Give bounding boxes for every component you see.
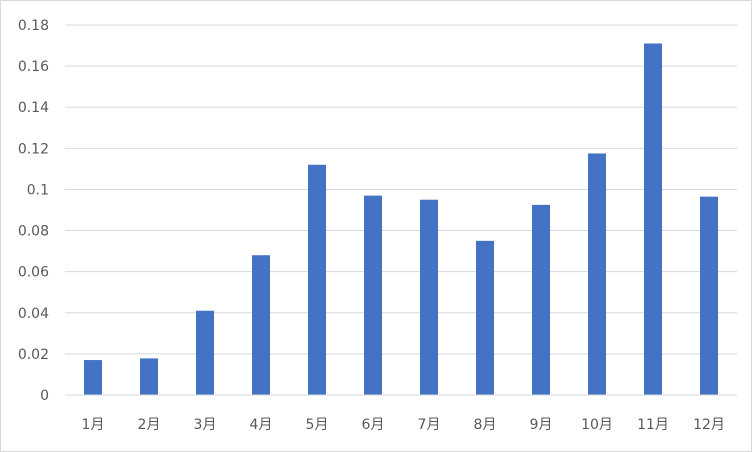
bar-10 (588, 153, 606, 395)
x-category-label: 5月 (306, 417, 329, 433)
bar-11 (644, 43, 662, 395)
bar-9 (532, 204, 550, 395)
y-tick-label: 0.12 (18, 141, 49, 157)
y-tick-label: 0.14 (18, 100, 49, 116)
bar-6 (364, 195, 382, 395)
bar-5 (308, 164, 326, 395)
y-tick-label: 0.04 (18, 306, 49, 322)
y-tick-label: 0.06 (18, 265, 49, 281)
x-category-label: 11月 (637, 417, 669, 433)
x-category-label: 12月 (693, 417, 725, 433)
y-tick-label: 0.18 (18, 18, 49, 34)
y-tick-label: 0.1 (27, 182, 49, 198)
bars (84, 43, 718, 395)
x-category-label: 1月 (82, 417, 105, 433)
bar-2 (140, 358, 158, 395)
x-category-label: 2月 (138, 417, 161, 433)
y-tick-label: 0.16 (18, 59, 49, 75)
x-category-label: 8月 (474, 417, 497, 433)
x-axis-category-labels: 1月 2月 3月 4月 5月 6月 7月 8月 9月 10月 11月 12月 (82, 417, 725, 433)
x-category-label: 9月 (530, 417, 553, 433)
y-tick-label: 0 (40, 388, 49, 404)
y-tick-label: 0.02 (18, 347, 49, 363)
bar-4 (252, 255, 270, 395)
x-category-label: 3月 (194, 417, 217, 433)
bar-1 (84, 360, 102, 395)
x-category-label: 7月 (418, 417, 441, 433)
bar-3 (196, 310, 214, 395)
y-axis-tick-labels: 0 0.02 0.04 0.06 0.08 0.1 0.12 0.14 0.16 0.18 (18, 18, 49, 404)
x-category-label: 4月 (250, 417, 273, 433)
bar-8 (476, 240, 494, 395)
bar-12 (700, 196, 718, 395)
x-category-label: 6月 (362, 417, 385, 433)
x-category-label: 10月 (581, 417, 613, 433)
bar-7 (420, 199, 438, 395)
gridlines (65, 24, 737, 355)
y-tick-label: 0.08 (18, 224, 49, 240)
